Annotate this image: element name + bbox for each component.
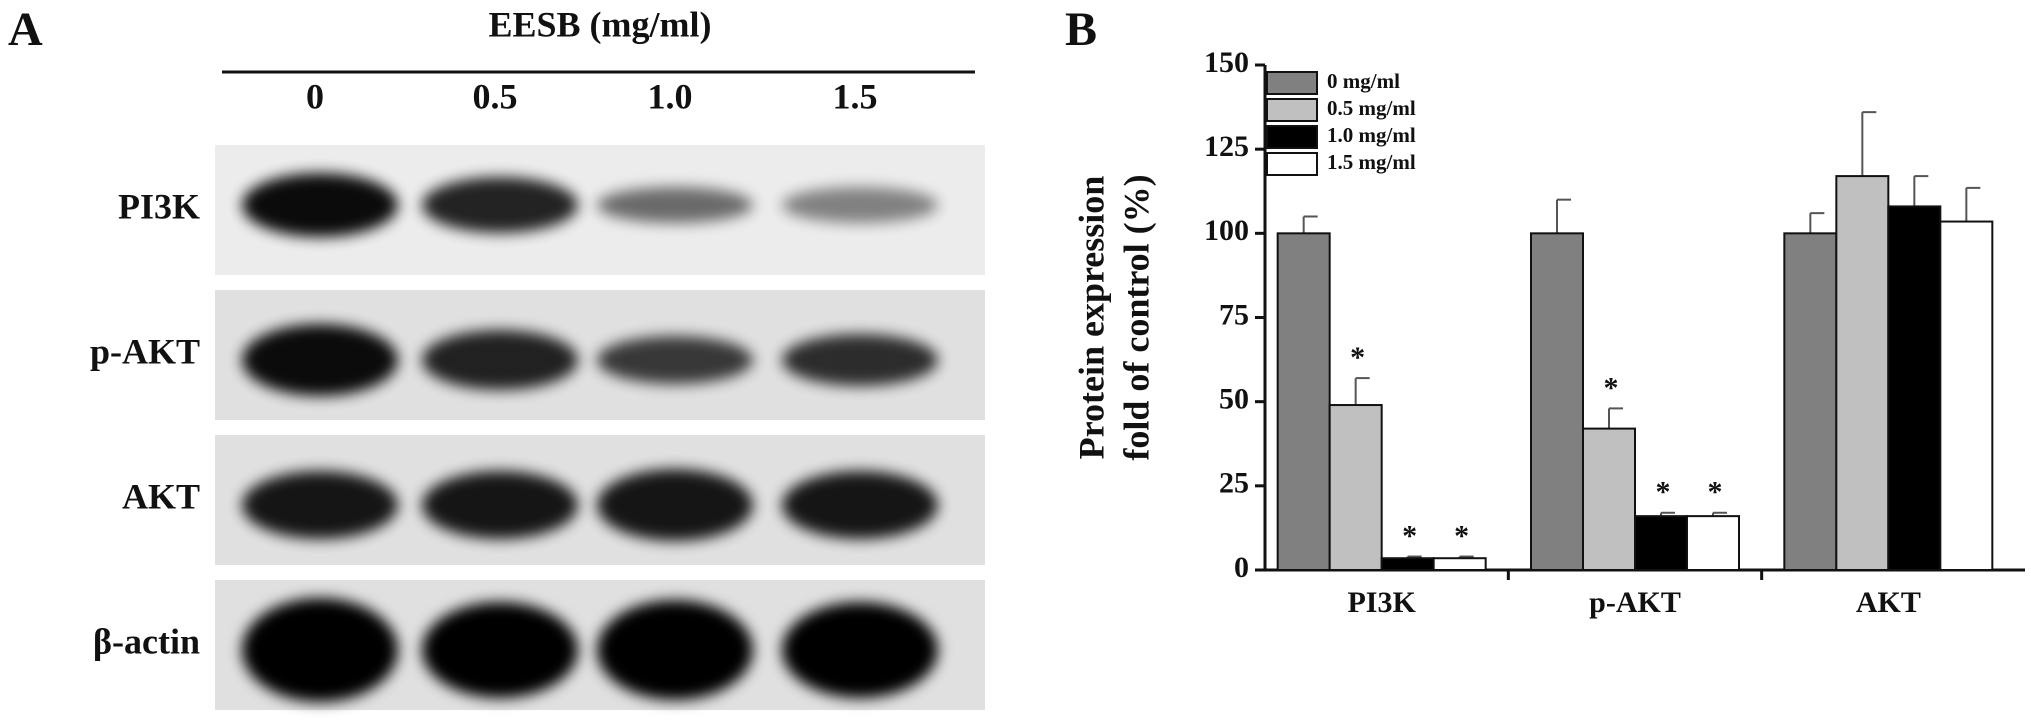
significance: *: [1454, 519, 1469, 552]
band: [242, 598, 398, 702]
y-tick-label: 75: [1219, 298, 1249, 331]
lane-label: 1.5: [833, 76, 878, 116]
y-tick-label: 125: [1204, 130, 1249, 163]
bar: [1380, 557, 1435, 572]
legend-label: 1.0 mg/ml: [1327, 123, 1416, 147]
band: [597, 600, 753, 700]
significance: *: [1402, 519, 1417, 552]
band: [242, 471, 398, 539]
band: [422, 330, 578, 390]
band: [597, 336, 753, 384]
bar: [1432, 557, 1487, 572]
row-label: AKT: [122, 476, 200, 516]
lane-label: 1.0: [648, 76, 693, 116]
band: [597, 187, 753, 223]
legend-swatch: [1266, 71, 1318, 95]
lane-label: 0.5: [473, 76, 518, 116]
treatment-label: EESB (mg/ml): [488, 4, 711, 44]
band: [242, 324, 398, 396]
row-label: p-AKT: [90, 331, 200, 371]
y-axis-label: fold of control (%): [1116, 174, 1156, 460]
bar: [1887, 205, 1942, 571]
band: [422, 177, 578, 233]
x-tick-label: PI3K: [1347, 586, 1416, 619]
row-label: PI3K: [118, 186, 200, 226]
y-axis-label: Protein expression: [1071, 176, 1111, 460]
legend-swatch: [1266, 125, 1318, 149]
bar: [1582, 427, 1636, 571]
bar: [1276, 232, 1331, 571]
y-tick-label: 150: [1204, 46, 1249, 79]
lane-label: 0: [306, 76, 324, 116]
bar: [1328, 404, 1383, 571]
band: [422, 602, 578, 698]
panel-label: B: [1065, 3, 1097, 56]
significance: *: [1604, 371, 1619, 404]
bar: [1939, 220, 1994, 572]
bar: [1783, 232, 1838, 571]
significance: *: [1656, 476, 1671, 509]
legend-label: 1.5 mg/ml: [1327, 150, 1416, 174]
legend-label: 0 mg/ml: [1327, 69, 1400, 93]
panel-label: A: [8, 3, 43, 56]
band: [597, 469, 753, 541]
band: [782, 187, 938, 223]
legend-label: 0.5 mg/ml: [1327, 96, 1416, 120]
bar: [1634, 515, 1688, 572]
y-tick-label: 100: [1204, 214, 1249, 247]
band: [422, 471, 578, 539]
y-tick-label: 50: [1219, 383, 1249, 416]
significance: *: [1708, 476, 1723, 509]
row-label: β-actin: [93, 621, 200, 661]
bar: [1686, 515, 1740, 572]
legend-swatch: [1266, 98, 1318, 122]
bar: [1530, 232, 1584, 571]
band: [242, 173, 398, 237]
legend-swatch: [1266, 152, 1318, 176]
band: [782, 602, 938, 698]
y-tick-label: 0: [1234, 551, 1249, 584]
band: [782, 471, 938, 539]
y-tick-label: 25: [1219, 467, 1249, 500]
band: [782, 334, 938, 386]
x-tick-label: AKT: [1856, 586, 1921, 619]
significance: *: [1350, 341, 1365, 374]
x-tick-label: p-AKT: [1589, 586, 1681, 619]
bar: [1835, 175, 1890, 571]
